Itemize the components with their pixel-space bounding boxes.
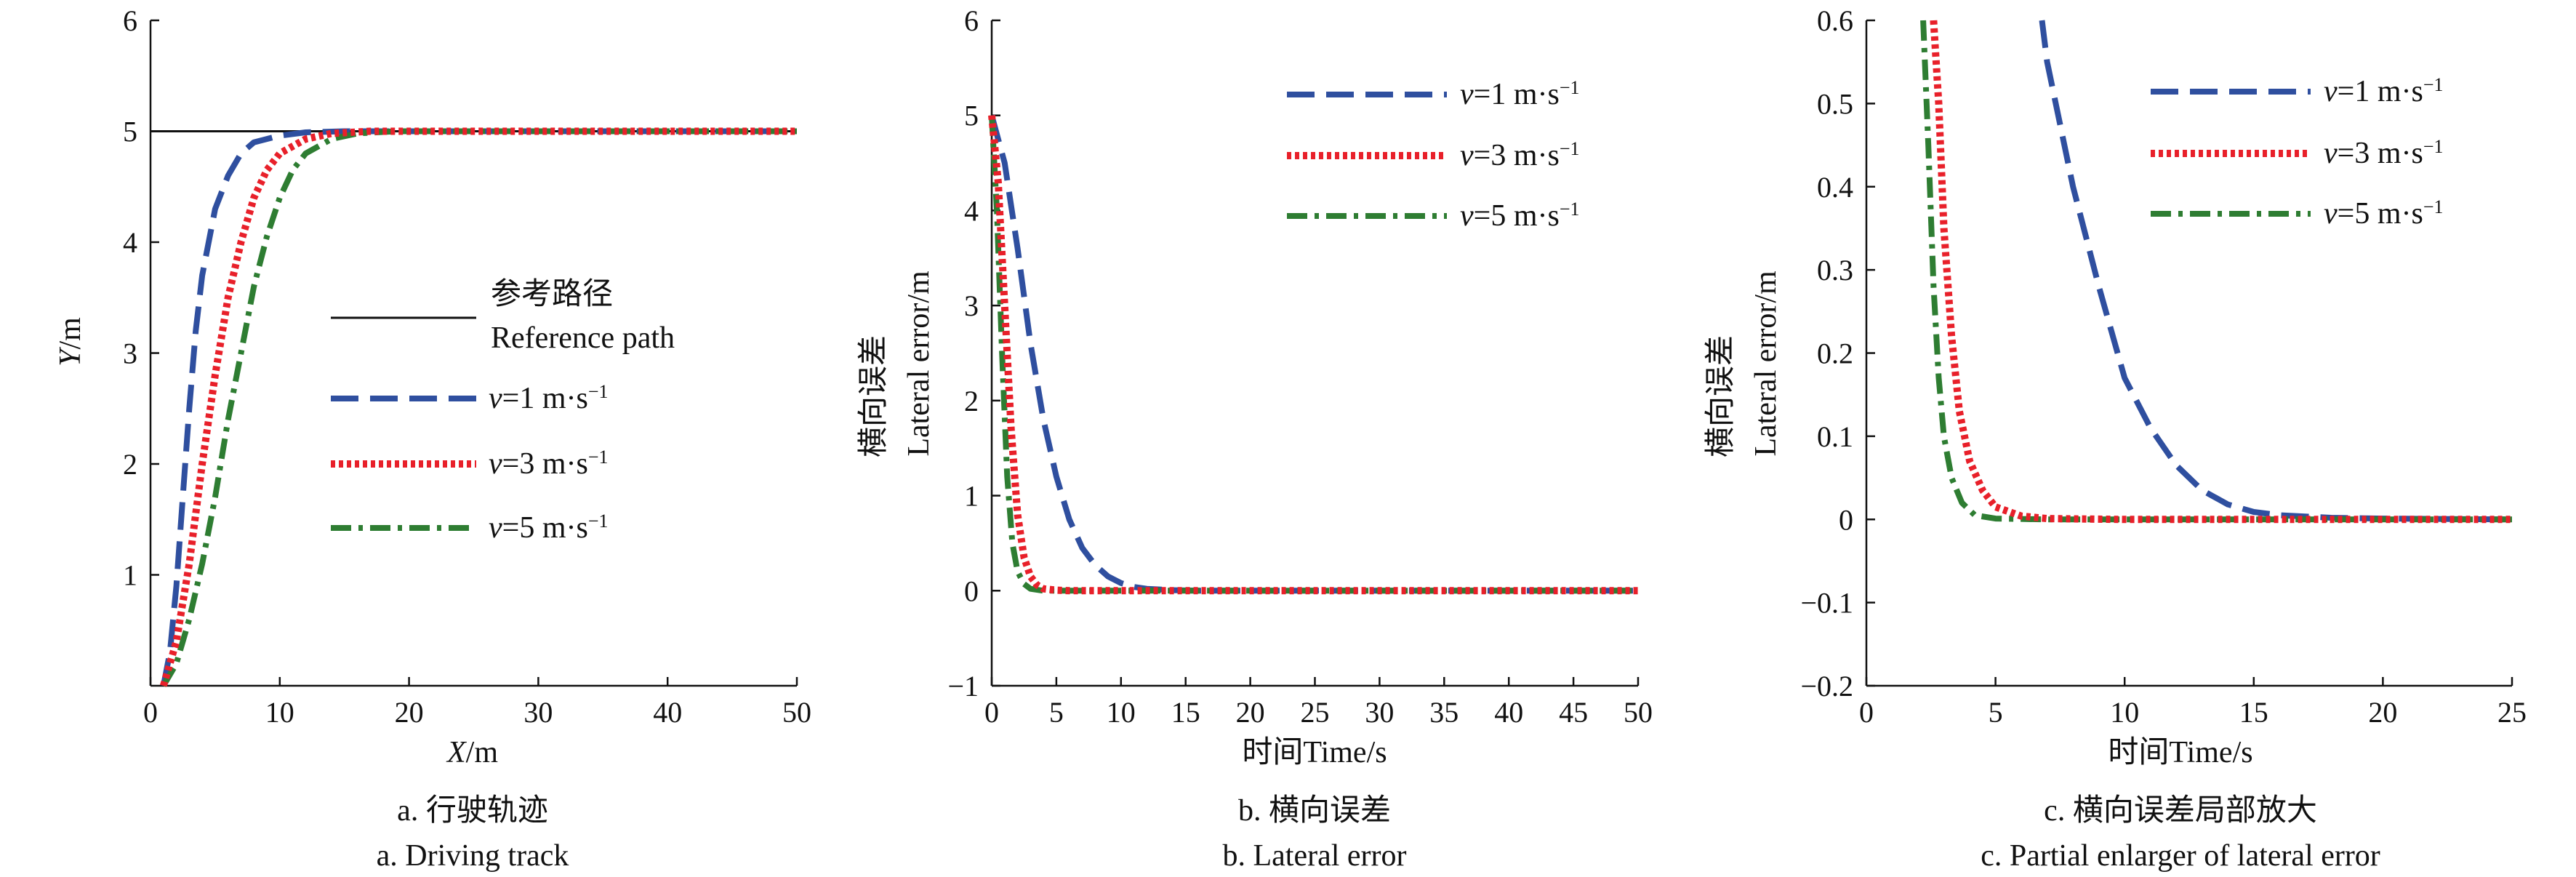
legend-label-v3: v=3 m·s−1 [2324, 136, 2444, 171]
y-tick-label: 0.1 [1817, 420, 1853, 453]
x-tick-label: 0 [984, 696, 999, 729]
y-tick-label: −0.2 [1800, 670, 1853, 702]
axes: 0 5 10 15 20 25 −0.2 −0.1 0 0.1 0.2 0.3 0.4 0.5 0.6 [1800, 4, 2527, 729]
x-tick-label: 10 [2110, 696, 2139, 729]
caption-zh: b. 横向误差 [1238, 794, 1391, 828]
y-tick-label: 6 [964, 4, 979, 37]
y-tick-label: 4 [123, 226, 137, 259]
series-line-v5 [1920, 20, 2512, 523]
x-tick-label: 30 [1365, 696, 1394, 729]
x-tick-label: 15 [1171, 696, 1200, 729]
y-tick-label: 5 [123, 116, 137, 148]
series-line-v1 [160, 128, 797, 686]
y-tick-label: 1 [964, 480, 979, 513]
legend-label-v3: v=3 m·s−1 [1460, 138, 1580, 173]
y-tick-label: 0.5 [1817, 87, 1853, 120]
x-tick-label: 0 [143, 696, 158, 729]
legend-label-v5: v=5 m·s−1 [489, 510, 609, 545]
y-tick-label: 2 [123, 448, 137, 481]
x-tick-label: 15 [2239, 696, 2268, 729]
caption-zh: a. 行驶轨迹 [397, 794, 548, 828]
y-tick-label: 0 [1839, 503, 1853, 536]
y-tick-label: 4 [964, 194, 979, 227]
legend-label-v1: v=1 m·s−1 [489, 381, 609, 416]
legend-label-v1: v=1 m·s−1 [2324, 74, 2444, 109]
y-tick-label: −0.1 [1800, 587, 1853, 620]
y-tick-label: −1 [947, 670, 979, 702]
x-tick-label: 25 [1301, 696, 1330, 729]
legend: 参考路径 Reference path v=1 m·s−1 v=3 m·s−1 … [331, 277, 675, 545]
y-tick-label: 6 [123, 4, 137, 37]
x-tick-label: 20 [2368, 696, 2397, 729]
y-tick-label: 3 [123, 337, 137, 370]
series-line-v3 [160, 127, 797, 687]
x-tick-label: 45 [1559, 696, 1588, 729]
caption-en: b. Lateral error [1222, 839, 1406, 873]
x-axis-label: X/m [446, 736, 498, 769]
y-tick-label: 5 [964, 100, 979, 132]
legend-label-v3: v=3 m·s−1 [489, 446, 609, 481]
y-tick-label: 0.3 [1817, 254, 1853, 287]
series-line-v3 [1930, 20, 2512, 524]
plot-lines [151, 127, 797, 688]
x-tick-label: 40 [653, 696, 682, 729]
legend-label-v5: v=5 m·s−1 [2324, 196, 2444, 231]
panel-partial-enlarger: 0 5 10 15 20 25 −0.2 −0.1 0 0.1 0.2 0.3 0.4 0.5 0.6 横向… [1704, 4, 2527, 873]
x-tick-label: 25 [2497, 696, 2527, 729]
legend: v=1 m·s−1 v=3 m·s−1 v=5 m·s−1 [2151, 74, 2444, 231]
caption-zh: c. 横向误差局部放大 [2044, 794, 2317, 828]
y-axis-label-zh: 横向误差 [857, 335, 891, 457]
x-tick-label: 10 [1107, 696, 1136, 729]
y-axis-label: Y/m [54, 317, 87, 367]
x-tick-label: 10 [265, 696, 294, 729]
x-tick-label: 50 [1624, 696, 1653, 729]
x-tick-label: 20 [1236, 696, 1265, 729]
y-tick-label: 0.4 [1817, 171, 1853, 204]
series-line-v5 [989, 115, 1638, 594]
series-line-v3 [988, 115, 1638, 595]
y-tick-label: 0.2 [1817, 337, 1853, 370]
legend: v=1 m·s−1 v=3 m·s−1 v=5 m·s−1 [1287, 77, 1580, 233]
x-tick-label: 50 [782, 696, 811, 729]
x-tick-label: 40 [1494, 696, 1523, 729]
axes: 0 10 20 30 40 50 1 2 3 4 5 6 [123, 4, 811, 729]
x-tick-label: 5 [1049, 696, 1064, 729]
y-axis-label-en: Lateral error/m [902, 271, 936, 457]
x-tick-label: 0 [1859, 696, 1874, 729]
y-tick-label: 2 [964, 385, 979, 417]
caption-en: c. Partial enlarger of lateral error [1981, 839, 2380, 873]
y-tick-label: 0 [964, 574, 979, 607]
series-line-v1 [2039, 20, 2513, 523]
y-axis-label-en: Lateral error/m [1749, 271, 1783, 457]
x-tick-label: 5 [1989, 696, 2003, 729]
y-tick-label: 0.6 [1817, 4, 1853, 37]
legend-label-v5: v=5 m·s−1 [1460, 199, 1580, 233]
x-tick-label: 30 [523, 696, 553, 729]
x-tick-label: 35 [1429, 696, 1458, 729]
x-axis-label: 时间Time/s [2108, 736, 2252, 769]
caption-en: a. Driving track [377, 839, 569, 873]
plot-lines [1920, 20, 2513, 524]
plot-lines [988, 114, 1638, 595]
y-tick-label: 3 [964, 289, 979, 322]
y-tick-label: 1 [123, 559, 137, 592]
legend-label-reference-zh: 参考路径 [491, 277, 613, 311]
legend-label-reference-en: Reference path [491, 321, 675, 355]
x-axis-label: 时间Time/s [1242, 736, 1387, 769]
panel-driving-track: 0 10 20 30 40 50 1 2 3 4 5 6 Y/m X/m 参考路径 Reference… [54, 4, 811, 873]
y-axis-label-zh: 横向误差 [1704, 335, 1738, 457]
legend-label-v1: v=1 m·s−1 [1460, 77, 1580, 112]
x-tick-label: 20 [395, 696, 424, 729]
series-line-v5 [161, 128, 797, 688]
series-line-v1 [989, 114, 1638, 594]
